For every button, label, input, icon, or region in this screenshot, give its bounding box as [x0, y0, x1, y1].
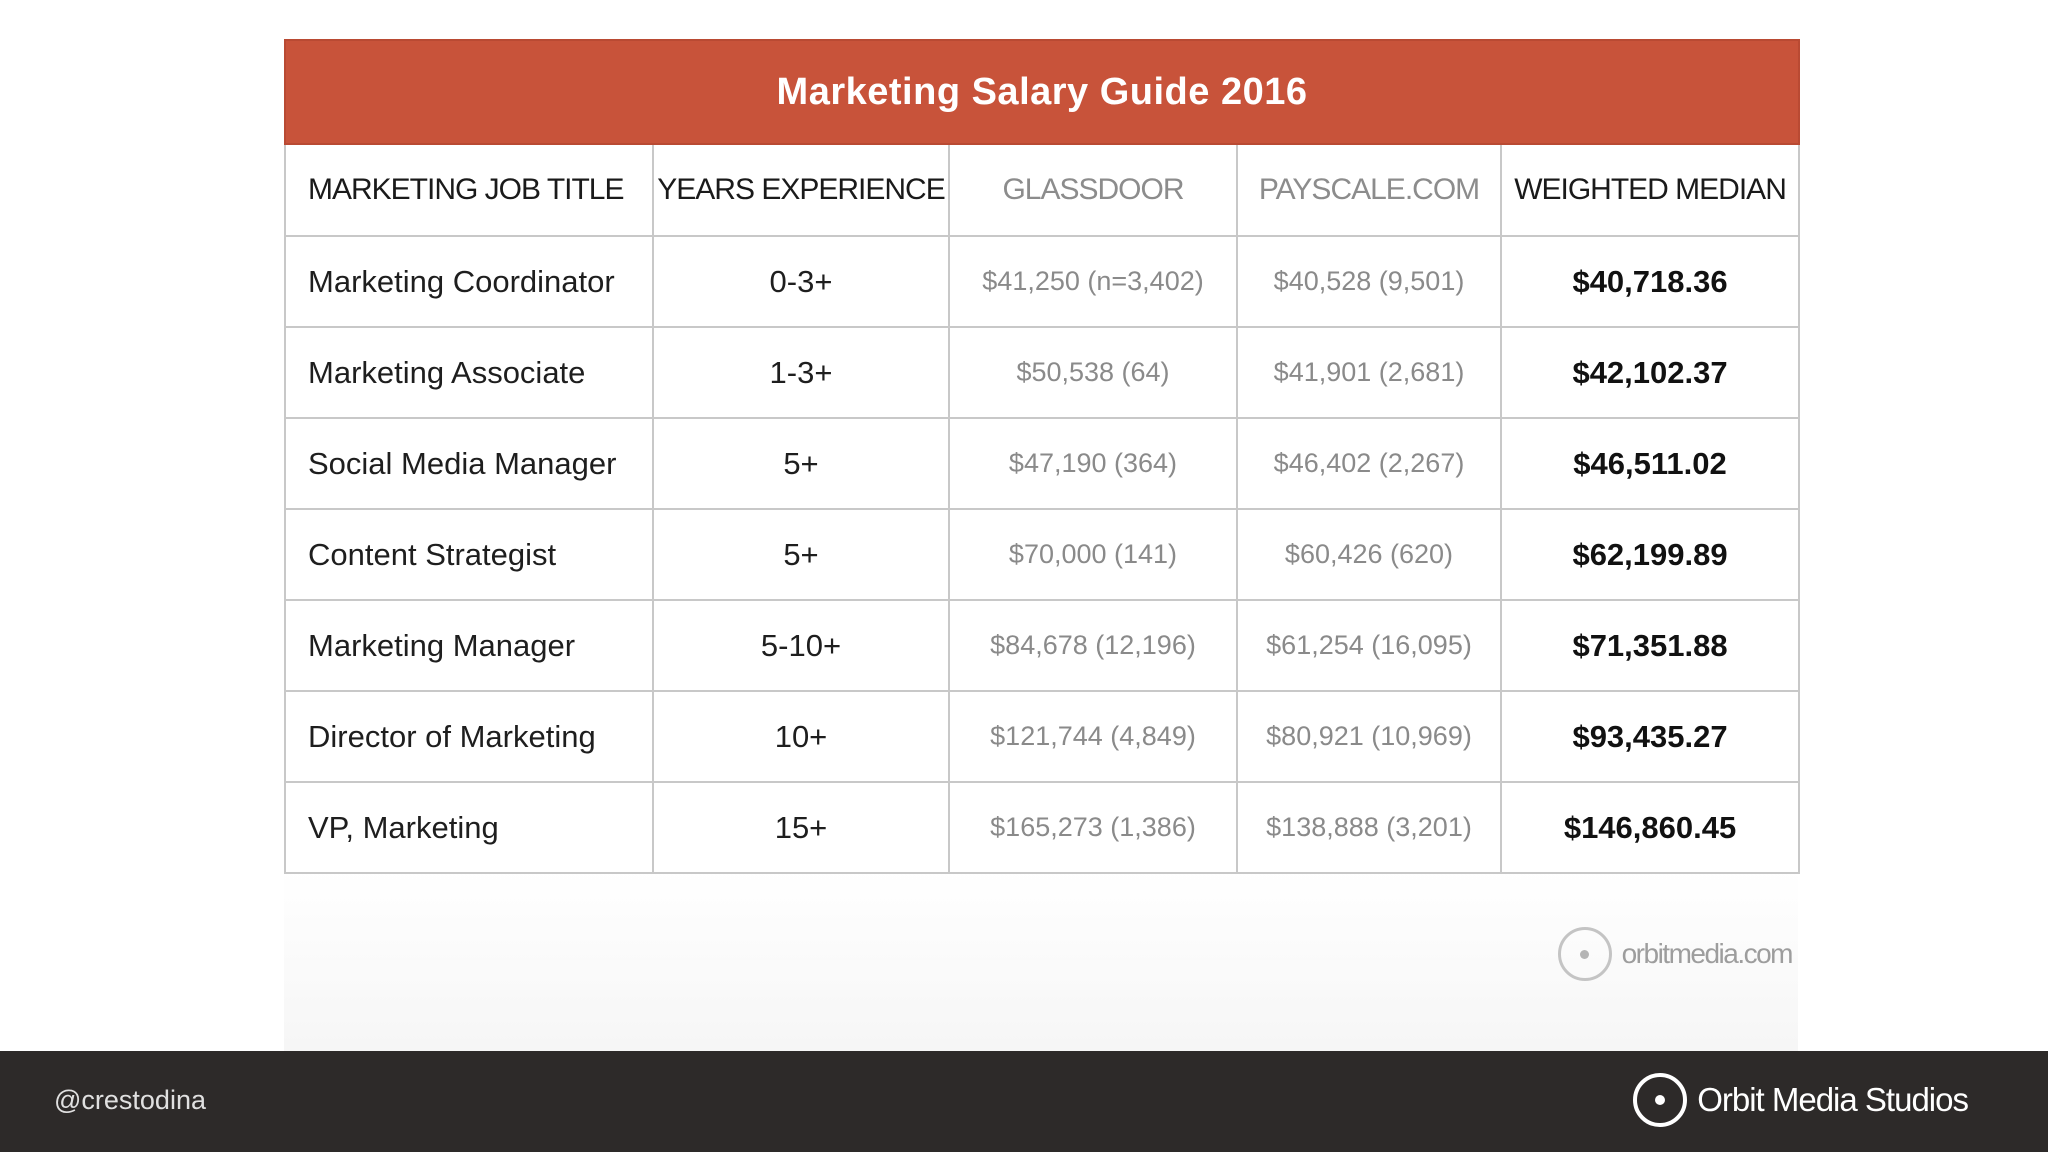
median-cell: $42,102.37	[1499, 326, 1801, 419]
job-title-cell: Director of Marketing	[284, 690, 654, 783]
median-cell: $71,351.88	[1499, 599, 1801, 692]
glassdoor-cell: $70,000 (141)	[948, 508, 1238, 601]
years-cell: 0-3+	[652, 235, 950, 328]
table-title: Marketing Salary Guide 2016	[283, 39, 1801, 145]
table-row: Social Media Manager 5+ $47,190 (364) $4…	[284, 417, 1801, 510]
median-cell: $62,199.89	[1499, 508, 1801, 601]
orbitmedia-watermark: orbitmedia.com	[1557, 927, 1794, 981]
job-title-cell: Marketing Manager	[284, 599, 654, 692]
column-header-years-experience: YEARS EXPERIENCE	[652, 143, 950, 237]
glassdoor-cell: $84,678 (12,196)	[948, 599, 1238, 692]
table-row: Marketing Associate 1-3+ $50,538 (64) $4…	[284, 326, 1801, 419]
table-row: Content Strategist 5+ $70,000 (141) $60,…	[284, 508, 1801, 601]
orbit-circle-icon	[1633, 1073, 1688, 1127]
column-header-glassdoor: GLASSDOOR	[948, 143, 1238, 237]
median-cell: $93,435.27	[1499, 690, 1801, 783]
job-title-cell: Social Media Manager	[284, 417, 654, 510]
glassdoor-cell: $121,744 (4,849)	[948, 690, 1238, 783]
median-cell: $46,511.02	[1499, 417, 1801, 510]
table-row: Director of Marketing 10+ $121,744 (4,84…	[284, 690, 1801, 783]
salary-guide-image: Marketing Salary Guide 2016 MARKETING JO…	[283, 39, 1801, 1051]
payscale-cell: $40,528 (9,501)	[1236, 235, 1502, 328]
brand-logo: Orbit Media Studios	[1633, 1073, 1969, 1127]
salary-table: Marketing Salary Guide 2016 MARKETING JO…	[283, 39, 1801, 874]
years-cell: 10+	[652, 690, 950, 783]
footer-bar: @crestodina Orbit Media Studios	[0, 1051, 2048, 1152]
table-row: Marketing Manager 5-10+ $84,678 (12,196)…	[284, 599, 1801, 692]
watermark-text: orbitmedia.com	[1621, 938, 1794, 969]
glassdoor-cell: $41,250 (n=3,402)	[948, 235, 1238, 328]
years-cell: 1-3+	[652, 326, 950, 419]
glassdoor-cell: $50,538 (64)	[948, 326, 1238, 419]
payscale-cell: $138,888 (3,201)	[1236, 781, 1502, 874]
glassdoor-cell: $165,273 (1,386)	[948, 781, 1238, 874]
job-title-cell: Marketing Coordinator	[284, 235, 654, 328]
column-header-payscale: PAYSCALE.COM	[1236, 143, 1502, 237]
orbit-circle-icon	[1557, 927, 1612, 981]
years-cell: 5-10+	[652, 599, 950, 692]
brand-name: Orbit Media Studios	[1697, 1081, 1969, 1118]
years-cell: 15+	[652, 781, 950, 874]
years-cell: 5+	[652, 508, 950, 601]
job-title-cell: Marketing Associate	[284, 326, 654, 419]
payscale-cell: $41,901 (2,681)	[1236, 326, 1502, 419]
years-cell: 5+	[652, 417, 950, 510]
job-title-cell: VP, Marketing	[284, 781, 654, 874]
table-row: VP, Marketing 15+ $165,273 (1,386) $138,…	[284, 781, 1801, 874]
payscale-cell: $80,921 (10,969)	[1236, 690, 1502, 783]
twitter-handle: @crestodina	[54, 1085, 206, 1115]
column-header-weighted-median: WEIGHTED MEDIAN	[1499, 143, 1801, 237]
median-cell: $40,718.36	[1499, 235, 1801, 328]
median-cell: $146,860.45	[1499, 781, 1801, 874]
table-row: Marketing Coordinator 0-3+ $41,250 (n=3,…	[284, 235, 1801, 328]
column-header-job-title: MARKETING JOB TITLE	[284, 143, 654, 237]
payscale-cell: $61,254 (16,095)	[1236, 599, 1502, 692]
payscale-cell: $46,402 (2,267)	[1236, 417, 1502, 510]
payscale-cell: $60,426 (620)	[1236, 508, 1502, 601]
job-title-cell: Content Strategist	[284, 508, 654, 601]
glassdoor-cell: $47,190 (364)	[948, 417, 1238, 510]
